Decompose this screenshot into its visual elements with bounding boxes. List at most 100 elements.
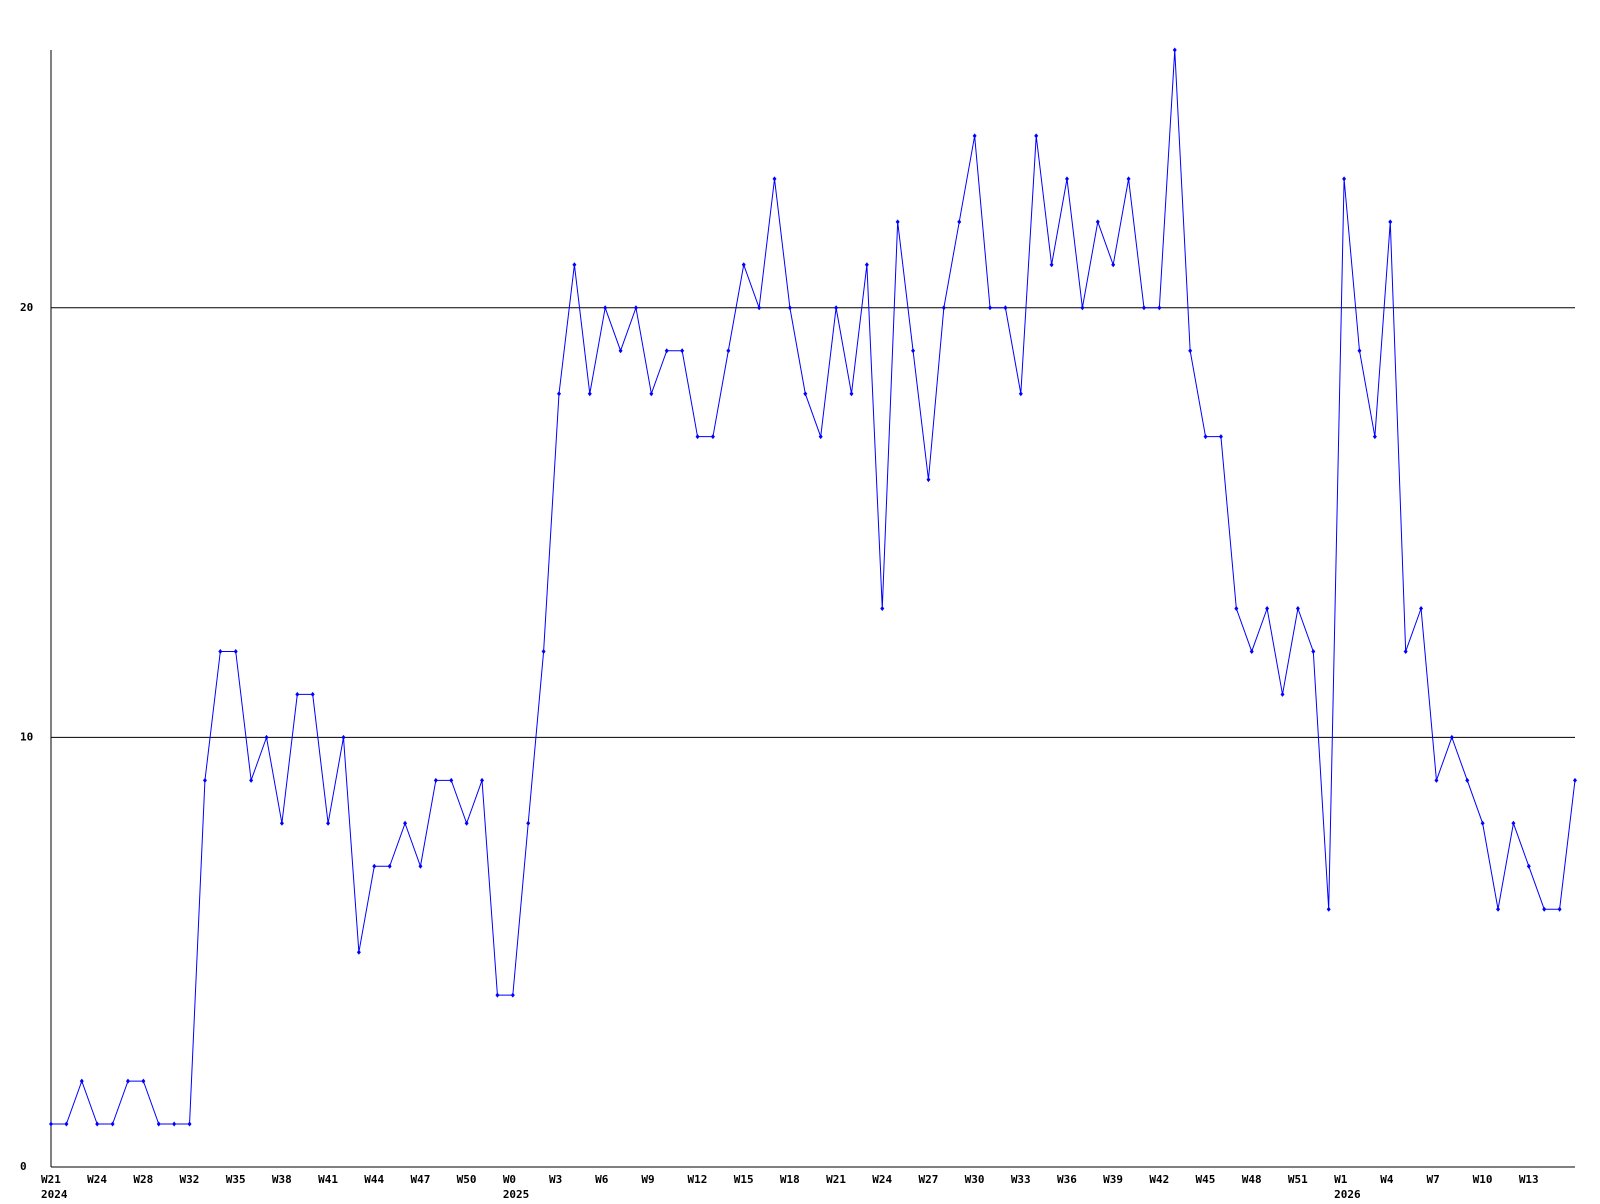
data-point xyxy=(172,1121,177,1127)
x-tick-label: W28 xyxy=(133,1173,153,1186)
x-tick-label: W47 xyxy=(410,1173,430,1186)
data-point xyxy=(1095,219,1100,225)
data-point xyxy=(1449,734,1454,740)
data-point xyxy=(218,648,223,654)
data-point xyxy=(1157,305,1162,311)
x-tick-label: W30 xyxy=(965,1173,985,1186)
data-point xyxy=(372,863,377,869)
data-point xyxy=(741,262,746,268)
x-tick-label: W51 xyxy=(1288,1173,1308,1186)
data-point xyxy=(603,305,608,311)
x-tick-label: W7 xyxy=(1426,1173,1439,1186)
data-point xyxy=(726,348,731,354)
data-point xyxy=(972,133,977,139)
data-point xyxy=(1034,133,1039,139)
x-tick-label: W3 xyxy=(549,1173,562,1186)
x-year-label: 2024 xyxy=(41,1188,68,1200)
y-tick-label: 10 xyxy=(20,730,33,743)
data-point xyxy=(495,992,500,998)
x-tick-label: W38 xyxy=(272,1173,292,1186)
data-point xyxy=(664,348,669,354)
data-point xyxy=(141,1078,146,1084)
data-point xyxy=(526,820,531,826)
data-point xyxy=(849,391,854,397)
y-tick-label: 0 xyxy=(20,1160,27,1173)
data-point xyxy=(1188,348,1193,354)
data-point xyxy=(310,691,315,697)
data-point xyxy=(1249,648,1254,654)
x-tick-label: W15 xyxy=(734,1173,754,1186)
x-tick-label: W41 xyxy=(318,1173,338,1186)
data-point xyxy=(387,863,392,869)
data-point xyxy=(418,863,423,869)
x-tick-label: W42 xyxy=(1149,1173,1169,1186)
data-point xyxy=(279,820,284,826)
x-tick-label: W13 xyxy=(1519,1173,1539,1186)
data-point xyxy=(249,777,254,783)
x-year-label: 2026 xyxy=(1334,1188,1361,1200)
data-point xyxy=(880,606,885,611)
data-point xyxy=(1111,262,1116,268)
data-point xyxy=(895,219,900,225)
x-tick-label: W35 xyxy=(226,1173,246,1186)
data-point xyxy=(541,648,546,654)
data-point xyxy=(772,176,777,182)
data-point xyxy=(695,434,700,440)
data-point xyxy=(926,477,931,483)
data-point xyxy=(1280,691,1285,697)
data-point xyxy=(95,1121,100,1127)
data-point xyxy=(79,1078,84,1084)
data-point xyxy=(1234,606,1239,611)
x-tick-label: W32 xyxy=(180,1173,200,1186)
x-tick-label: W44 xyxy=(364,1173,384,1186)
data-point xyxy=(1003,305,1008,311)
data-point xyxy=(480,777,485,783)
data-point xyxy=(834,305,839,311)
data-point xyxy=(1342,176,1347,182)
data-point xyxy=(1049,262,1054,268)
data-point xyxy=(1419,606,1424,611)
data-point xyxy=(433,777,438,783)
data-point xyxy=(356,949,361,955)
data-point xyxy=(911,348,916,354)
data-point xyxy=(818,434,823,440)
data-point xyxy=(1434,777,1439,783)
data-point xyxy=(464,820,469,826)
x-tick-label: W24 xyxy=(872,1173,892,1186)
data-point xyxy=(1403,648,1408,654)
data-point xyxy=(1126,176,1131,182)
data-point xyxy=(156,1121,161,1127)
data-point xyxy=(326,820,331,826)
data-point xyxy=(1542,906,1547,912)
x-tick-label: W45 xyxy=(1196,1173,1216,1186)
y-tick-label: 20 xyxy=(20,301,33,314)
data-point xyxy=(757,305,762,311)
data-point xyxy=(264,734,269,740)
data-point xyxy=(618,348,623,354)
data-point xyxy=(1357,348,1362,354)
data-line xyxy=(51,49,1576,1125)
data-point xyxy=(1326,906,1331,912)
data-point xyxy=(1526,863,1531,869)
data-point xyxy=(787,305,792,311)
data-point xyxy=(510,992,515,998)
x-tick-label: W50 xyxy=(457,1173,477,1186)
data-point xyxy=(1465,777,1470,783)
data-point xyxy=(1018,391,1023,397)
data-point xyxy=(1573,777,1577,783)
data-point xyxy=(957,219,962,225)
data-point xyxy=(341,734,346,740)
data-point xyxy=(941,305,946,311)
data-point xyxy=(49,1121,53,1127)
data-point xyxy=(557,391,561,397)
data-point xyxy=(125,1078,130,1084)
data-point xyxy=(233,648,238,654)
data-point xyxy=(1172,47,1177,53)
data-point xyxy=(403,820,408,826)
data-point xyxy=(710,434,715,440)
data-point xyxy=(1388,219,1393,225)
x-tick-label: W36 xyxy=(1057,1173,1077,1186)
data-point xyxy=(1141,305,1146,311)
data-point xyxy=(110,1121,115,1127)
